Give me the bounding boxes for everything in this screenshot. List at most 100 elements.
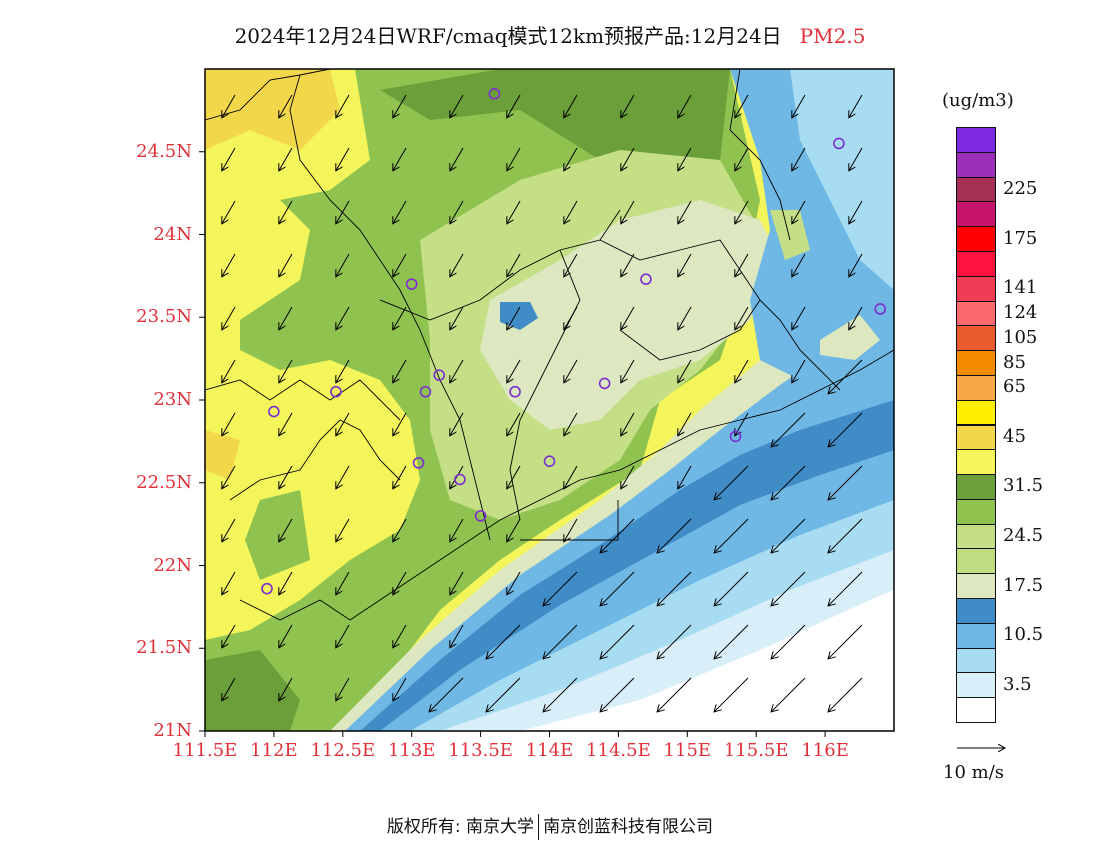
wind-arrow xyxy=(486,624,521,659)
city-marker xyxy=(405,278,418,290)
wind-arrow xyxy=(564,253,578,277)
colorbar-bin xyxy=(956,325,996,352)
wind-arrow xyxy=(336,306,350,330)
wind-arrow xyxy=(507,412,521,436)
colorbar-label: 225 xyxy=(1003,177,1038,199)
lon-tick-label: 116E xyxy=(801,740,849,761)
field-patch xyxy=(205,430,240,480)
wind-arrow xyxy=(393,465,407,489)
wind-arrow xyxy=(564,359,578,383)
colorbar-bin xyxy=(956,449,996,476)
colorbar-bin xyxy=(956,523,996,550)
field-patch xyxy=(790,69,894,290)
wind-arrow xyxy=(714,677,749,712)
wind-arrow xyxy=(621,306,635,330)
colorbar-bin xyxy=(956,250,996,277)
wind-arrow xyxy=(279,306,293,330)
colorbar-bin xyxy=(956,647,996,674)
wind-arrow xyxy=(621,465,635,489)
city-marker xyxy=(419,385,432,398)
colorbar-bin xyxy=(956,374,996,401)
city-marker xyxy=(488,88,501,100)
wind-arrow xyxy=(450,94,464,118)
wind-arrow xyxy=(657,677,692,712)
footer-separator xyxy=(538,814,540,840)
city-marker xyxy=(330,385,342,398)
wind-arrow xyxy=(621,147,635,171)
wind-arrow xyxy=(735,359,749,383)
boundary-line xyxy=(520,500,619,541)
wind-arrow xyxy=(222,677,236,701)
boundary-line xyxy=(619,299,841,391)
boundary-line xyxy=(599,239,761,301)
wind-arrow xyxy=(792,147,806,171)
lon-tick-label: 112.5E xyxy=(310,740,376,761)
wind-arrow xyxy=(657,624,692,659)
colorbar-label: 124 xyxy=(1003,301,1038,323)
wind-arrow xyxy=(336,412,350,436)
wind-arrow xyxy=(393,147,407,171)
wind-arrow xyxy=(336,571,350,595)
lat-tick-label: 23N xyxy=(153,389,192,410)
wind-arrow xyxy=(792,306,806,330)
wind-arrow xyxy=(735,147,749,171)
wind-arrow xyxy=(222,200,236,224)
pm25-concentration-field xyxy=(205,69,894,731)
wind-arrow xyxy=(714,571,749,606)
wind-arrow xyxy=(279,94,293,118)
footer-right: 南京创蓝科技有限公司 xyxy=(543,817,714,837)
wind-arrow xyxy=(543,677,578,712)
colorbar-label: 3.5 xyxy=(1003,673,1032,695)
boundary-line xyxy=(289,74,491,541)
axis-ticks xyxy=(199,151,826,737)
wind-arrow xyxy=(507,147,521,171)
wind-arrow xyxy=(222,465,236,489)
wind-arrow xyxy=(678,147,692,171)
wind-arrow xyxy=(336,147,350,171)
wind-arrow xyxy=(771,571,806,606)
wind-arrow xyxy=(507,518,521,542)
wind-arrow xyxy=(792,359,806,383)
wind-arrow xyxy=(279,412,293,436)
wind-arrow xyxy=(792,94,806,118)
colorbar-bin xyxy=(956,548,996,575)
city-marker xyxy=(729,430,742,443)
wind-arrow xyxy=(771,465,806,500)
wind-arrow xyxy=(279,147,293,171)
city-marker xyxy=(433,369,446,381)
wind-arrow xyxy=(507,94,521,118)
wind-arrow xyxy=(393,359,407,383)
wind-arrow xyxy=(678,306,692,330)
wind-arrow xyxy=(222,624,236,648)
city-marker xyxy=(640,273,652,285)
wind-arrow xyxy=(450,306,464,330)
wind-arrow xyxy=(507,465,521,489)
field-patch xyxy=(245,490,310,580)
wind-arrow xyxy=(828,677,863,712)
wind-arrow xyxy=(657,571,692,606)
city-marker xyxy=(454,473,466,486)
colorbar-label: 45 xyxy=(1003,425,1026,447)
colorbar-units: (ug/m3) xyxy=(942,90,1014,111)
lat-tick-label: 21N xyxy=(153,720,192,741)
wind-arrow xyxy=(564,94,578,118)
boundary-line xyxy=(205,379,401,421)
colorbar-label: 105 xyxy=(1003,326,1038,348)
colorbar-label: 175 xyxy=(1003,227,1038,249)
wind-arrow xyxy=(735,200,749,224)
admin-boundaries xyxy=(205,69,894,621)
wind-arrow xyxy=(771,624,806,659)
footer-left: 版权所有: 南京大学 xyxy=(386,817,535,837)
city-marker xyxy=(543,455,556,468)
wind-arrow xyxy=(336,518,350,542)
wind-arrow xyxy=(678,359,692,383)
city-marker xyxy=(268,405,280,418)
wind-arrow xyxy=(393,306,407,330)
city-marker xyxy=(509,385,521,398)
wind-arrow xyxy=(393,253,407,277)
field-patch xyxy=(205,69,340,150)
wind-arrow xyxy=(450,359,464,383)
wind-arrow xyxy=(450,571,464,595)
colorbar-label: 31.5 xyxy=(1003,475,1044,497)
